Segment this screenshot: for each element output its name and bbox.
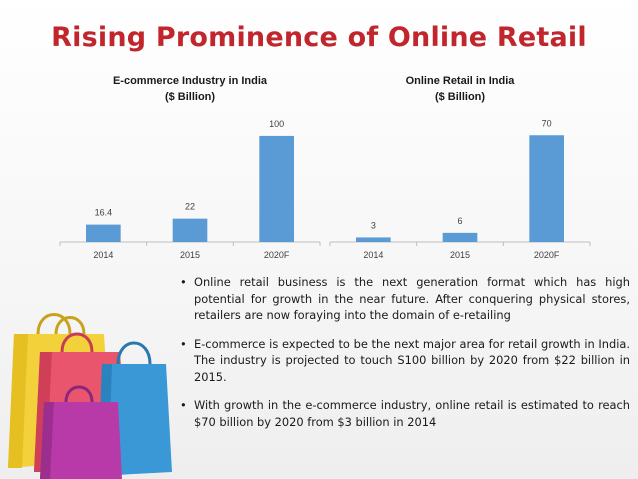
chart-title: E-commerce Industry in India (113, 75, 268, 87)
data-label: 22 (185, 202, 195, 212)
bar (172, 218, 208, 242)
slide-title: Rising Prominence of Online Retail (51, 22, 587, 53)
bullet-list: • Online retail business is the next gen… (178, 274, 630, 442)
x-tick-label: 2014 (93, 250, 113, 260)
bullet-dot-icon: • (180, 398, 187, 412)
bullet-text: With growth in the e-commerce industry, … (194, 398, 630, 429)
x-tick-label: 2020F (534, 250, 560, 260)
bar (86, 224, 121, 242)
bar (529, 135, 564, 242)
online-retail-chart: Online Retail in India ($ Billion) 3 2014 6 2… (310, 70, 610, 270)
bullet-text: Online retail business is the next gener… (194, 275, 630, 322)
x-tick-label: 2014 (363, 250, 383, 260)
chart-subtitle: ($ Billion) (165, 91, 215, 103)
data-label: 100 (269, 119, 284, 129)
ecommerce-chart: E-commerce Industry in India ($ Billion) 1… (40, 70, 340, 270)
bullet-dot-icon: • (180, 336, 187, 351)
purple-bag-icon (40, 385, 122, 479)
data-label: 70 (542, 118, 552, 128)
x-tick-label: 2015 (450, 250, 470, 260)
chart-title: Online Retail in India (406, 75, 516, 87)
data-label: 3 (371, 220, 376, 230)
bar (259, 135, 294, 242)
chart-subtitle: ($ Billion) (435, 91, 485, 103)
bar (442, 232, 478, 242)
bullet-item: • E-commerce is expected to be the next … (178, 336, 630, 386)
data-label: 16.4 (95, 208, 113, 218)
bullet-item: • Online retail business is the next gen… (178, 274, 630, 324)
online-retail-chart-svg: Online Retail in India ($ Billion) 3 2014 6 2… (329, 75, 591, 260)
ecommerce-chart-svg: E-commerce Industry in India ($ Billion) 1… (59, 75, 321, 260)
x-tick-label: 2015 (180, 250, 200, 260)
bullet-text: E-commerce is expected to be the next ma… (194, 336, 630, 384)
data-label: 6 (457, 216, 462, 226)
shopping-bags-illustration (8, 313, 172, 479)
x-tick-label: 2020F (264, 250, 290, 260)
bullet-item: • With growth in the e-commerce industry… (178, 397, 630, 430)
bar (356, 237, 391, 242)
bullet-dot-icon: • (180, 275, 187, 289)
